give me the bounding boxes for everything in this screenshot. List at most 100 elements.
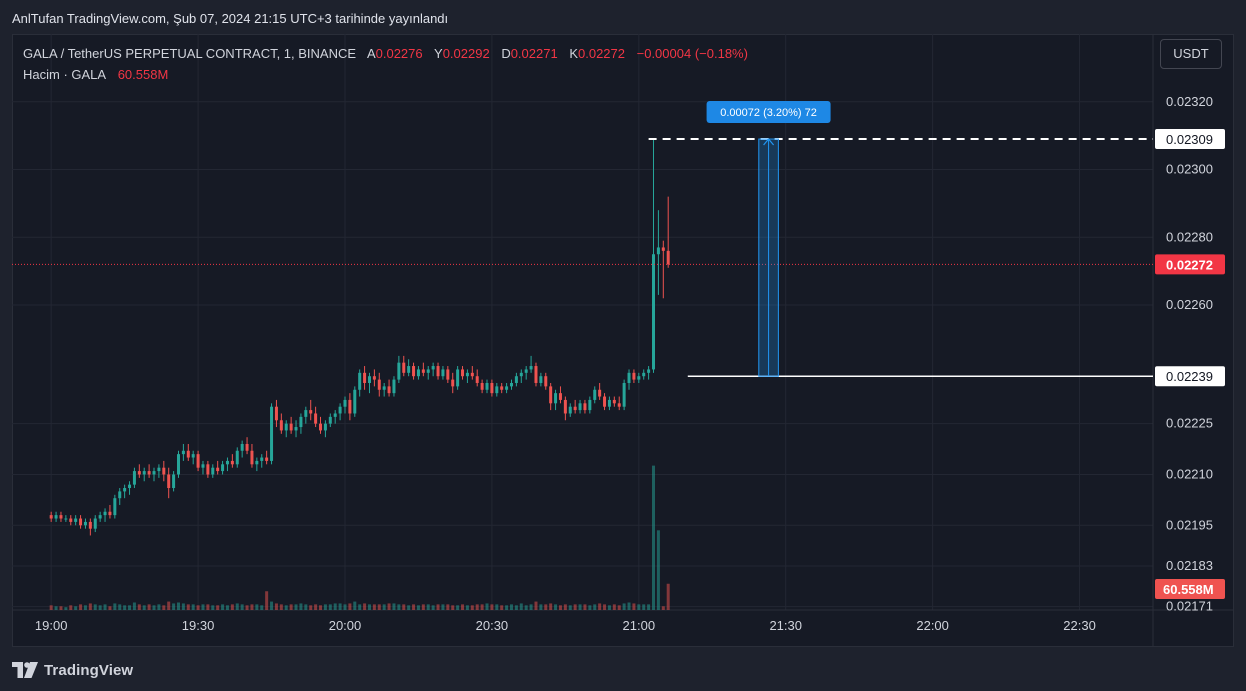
candle-body [446,369,450,380]
volume-bar [480,604,484,610]
volume-bar [490,604,494,610]
volume-bar [118,604,122,610]
volume-bar [240,604,244,610]
volume-label: Hacim · GALA [23,67,107,82]
volume-bar [656,530,660,610]
candle-body [588,399,592,411]
price-tick-label: 0.02320 [1166,94,1213,109]
price-tick-label: 0.02300 [1166,162,1213,177]
candle-body [402,362,406,373]
candle-body [563,399,567,414]
volume-bar [289,604,293,610]
volume-bar [529,604,533,610]
volume-bar [470,605,474,610]
candle-body [103,511,107,516]
volume-bar [221,604,225,610]
candle-body [470,372,474,377]
price-tick-label: 0.02210 [1166,466,1213,481]
candle-body [416,369,420,377]
volume-bar [642,604,646,610]
volume-bar [113,603,117,610]
currency-button[interactable]: USDT [1160,39,1222,69]
volume-bar [83,605,87,610]
volume-bar [59,606,63,610]
volume-value: 60.558M [117,67,169,82]
close-value: 0.02272 [578,46,625,61]
volume-bar [274,603,278,610]
candle-body [260,457,264,461]
candle-body [294,427,298,431]
volume-bar [235,603,239,610]
volume-bar [284,605,288,610]
candle-body [147,471,151,475]
candle-body [549,386,553,404]
price-tick-label: 0.02260 [1166,297,1213,312]
volume-bar [108,606,112,610]
volume-bar [485,603,489,610]
volume-bar [211,605,215,610]
candle-body [299,416,303,428]
measure-arrow-head [763,138,775,146]
volume-bar [216,605,220,610]
volume-bar [505,605,509,610]
volume-bar [524,605,528,610]
volume-tag [1155,579,1225,599]
volume-bar [509,604,513,610]
volume-bar [206,604,210,610]
candle-body [607,399,611,407]
candle-body [93,518,97,529]
volume-bar [88,603,92,610]
candle-body [412,366,416,377]
open-value: 0.02276 [375,46,423,61]
candlestick-chart[interactable]: 0.00072 (3.20%) 72 0.02171 0.02183 0.02195… [12,34,1234,647]
volume-bar [176,602,180,610]
candle-body [593,389,597,400]
volume-bar [647,604,651,610]
volume-bar [617,605,621,610]
candle-body [98,515,102,519]
volume-bar [103,604,107,610]
volume-bar [260,605,264,610]
candle-body [652,254,656,370]
candle-body [431,366,435,370]
volume-bar [74,606,78,610]
high-label: Y [434,46,443,61]
candle-body [509,382,513,387]
candle-body [490,382,494,394]
volume-bar [446,604,450,610]
candle-body [167,474,171,489]
candle-body [603,396,607,407]
volume-bar [225,605,229,610]
candle-body [64,518,68,520]
candle-body [240,443,244,451]
open-label: A [366,46,376,61]
level-price-tag-label: 0.02309 [1166,132,1213,147]
candle-body [69,518,73,522]
volume-bar [573,604,577,610]
candle-body [539,376,543,383]
volume-bar [563,604,567,610]
candle-body [230,460,234,465]
candle-body [632,372,636,380]
volume-bar [392,603,396,610]
candle-body [661,247,665,251]
candle-body [554,393,558,404]
candle-body [475,376,479,383]
volume-bar [338,603,342,610]
candle-body [573,406,577,411]
volume-row: Hacim · GALA 60.558M [23,67,748,88]
volume-tag-label: 60.558M [1163,582,1214,597]
candle-body [270,406,274,461]
candle-body [289,423,293,431]
candle-body [83,521,87,526]
volume-bar [588,605,592,610]
volume-bar [186,604,190,610]
candle-body [598,389,602,397]
volume-bar [568,605,572,610]
time-tick-label: 22:30 [1063,618,1096,633]
candle-body [578,403,582,411]
volume-bar [539,604,543,610]
volume-bar [123,605,127,610]
candle-body [196,454,200,468]
volume-bar [377,604,381,610]
